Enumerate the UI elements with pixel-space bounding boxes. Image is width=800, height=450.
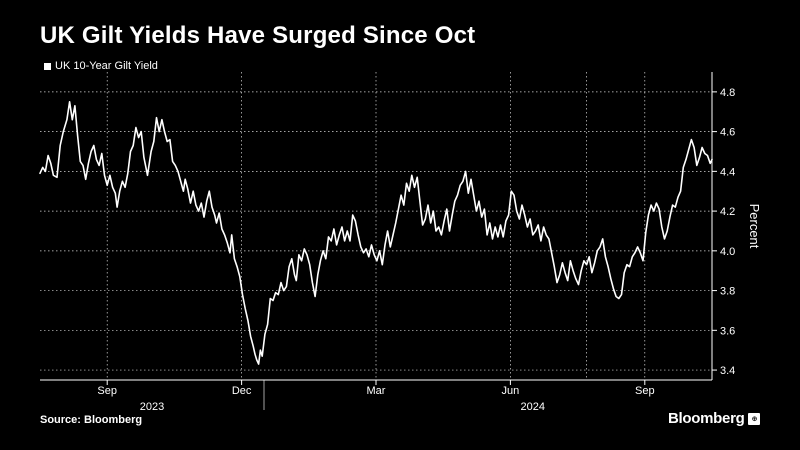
y-axis-label: Percent <box>747 204 762 249</box>
x-tick-label: Jun <box>502 385 520 397</box>
y-tick-label: 4.4 <box>720 166 735 178</box>
axes <box>40 72 713 381</box>
bloomberg-logo: Bloomberg ⊕ <box>668 410 761 427</box>
x-tick-label: Sep <box>97 385 117 397</box>
x-tick-label: Sep <box>635 385 655 397</box>
brand-badge-icon: ⊕ <box>748 412 761 425</box>
legend: UK 10-Year Gilt Yield <box>44 60 158 72</box>
y-axis-ticks: 3.4 3.6 3.8 4.0 4.2 4.4 4.6 4.8 <box>712 87 735 377</box>
x-tick-label: Mar <box>367 385 386 397</box>
x-year-label: 2024 <box>521 401 545 413</box>
y-tick-label: 3.4 <box>720 365 735 377</box>
legend-swatch <box>44 62 51 70</box>
gridlines <box>40 72 712 380</box>
chart-title: UK Gilt Yields Have Surged Since Oct <box>40 22 476 49</box>
x-year-label: 2023 <box>140 401 164 413</box>
y-tick-label: 4.6 <box>720 127 735 139</box>
y-tick-label: 4.0 <box>720 246 735 258</box>
legend-label: UK 10-Year Gilt Yield <box>55 60 158 72</box>
y-tick-label: 3.6 <box>720 325 735 337</box>
y-tick-label: 3.8 <box>720 286 735 298</box>
y-tick-label: 4.2 <box>720 206 735 218</box>
series-layer <box>39 101 713 365</box>
x-axis-ticks: Sep Dec Mar Jun Sep 2023 2024 <box>97 380 655 413</box>
y-tick-label: 4.8 <box>720 87 735 99</box>
series-line <box>39 101 713 365</box>
x-tick-label: Dec <box>232 385 252 397</box>
brand-name: Bloomberg <box>668 410 745 427</box>
source-note: Source: Bloomberg <box>40 414 143 426</box>
